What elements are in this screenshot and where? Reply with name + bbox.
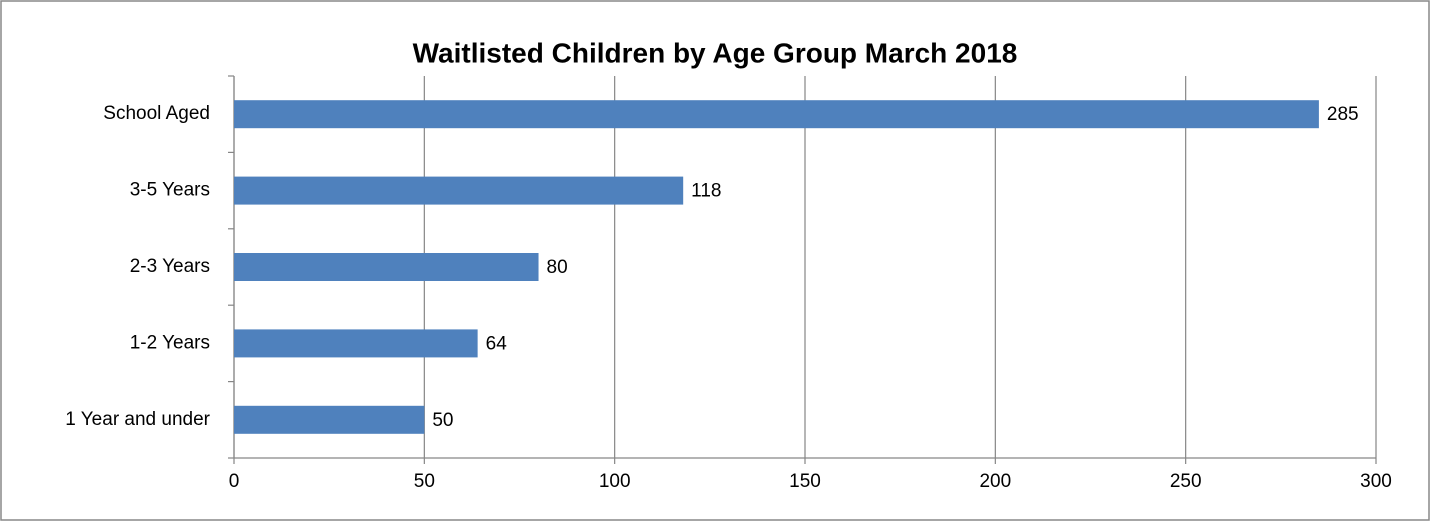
data-label: 80 (547, 257, 568, 278)
y-tick-label: School Aged (103, 103, 210, 124)
x-tick-label: 250 (1170, 471, 1202, 492)
data-label: 118 (691, 181, 721, 202)
data-label: 285 (1327, 104, 1359, 125)
x-tick-label: 200 (979, 471, 1011, 492)
data-label: 50 (432, 410, 453, 431)
x-tick-label: 150 (789, 471, 821, 492)
y-tick-label: 1-2 Years (130, 332, 210, 353)
y-tick-label: 3-5 Years (130, 180, 210, 201)
x-tick-label: 50 (414, 471, 435, 492)
y-tick-label: 2-3 Years (130, 256, 210, 277)
bar (234, 329, 478, 358)
bar (234, 100, 1319, 129)
chart-title: Waitlisted Children by Age Group March 2… (413, 37, 1018, 68)
data-label: 64 (486, 333, 508, 354)
bar (234, 176, 684, 205)
x-tick-label: 0 (229, 471, 240, 492)
x-tick-label: 300 (1360, 471, 1392, 492)
y-tick-label: 1 Year and under (65, 409, 210, 430)
bar (234, 405, 425, 434)
x-tick-label: 100 (599, 471, 631, 492)
bar (234, 253, 539, 281)
